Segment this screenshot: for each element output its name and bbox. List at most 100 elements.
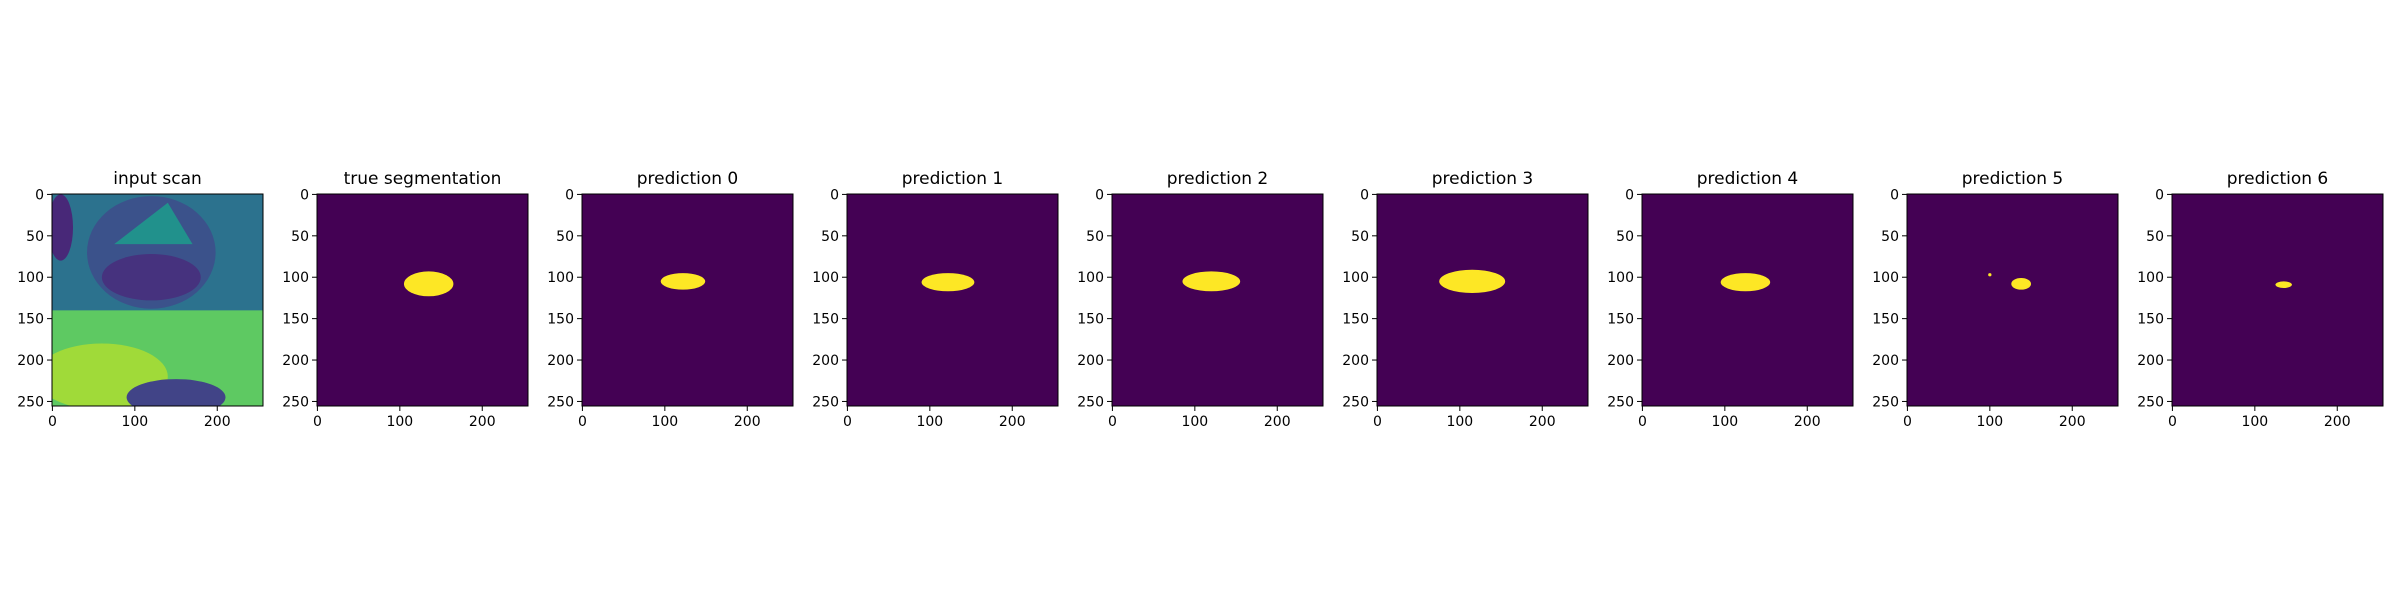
- y-tick-label: 50: [1881, 229, 1899, 245]
- y-tick-label: 200: [282, 353, 309, 369]
- mask-region: [1182, 271, 1241, 292]
- mask-bg: [847, 194, 1058, 406]
- panel-title: prediction 2: [1167, 169, 1269, 189]
- scan-lower: [52, 310, 263, 406]
- scan-left: [52, 194, 74, 261]
- y-tick-label: 100: [282, 270, 309, 286]
- y-tick-label: 0: [35, 187, 44, 203]
- y-tick-label: 250: [1607, 394, 1634, 410]
- y-tick-label: 0: [1625, 187, 1634, 203]
- y-tick-label: 100: [1872, 270, 1899, 286]
- axes-frame: [51, 193, 264, 407]
- image: [1642, 194, 1853, 406]
- y-tick-label: 200: [1607, 353, 1634, 369]
- x-tick-label: 0: [1903, 414, 1912, 430]
- y-tick-label: 150: [1607, 312, 1634, 328]
- mask-region: [403, 271, 454, 297]
- y-tick-label: 50: [1351, 229, 1369, 245]
- x-tick-label: 0: [48, 414, 57, 430]
- y-tick-label: 200: [2137, 353, 2164, 369]
- panel-title: prediction 3: [1432, 169, 1534, 189]
- y-tick-label: 200: [1077, 353, 1104, 369]
- y-tick-label: 250: [282, 394, 309, 410]
- y-tick-label: 100: [2137, 270, 2164, 286]
- mask-region: [1439, 269, 1506, 293]
- mask-bg: [1642, 194, 1853, 406]
- x-tick-label: 0: [1638, 414, 1647, 430]
- x-tick-label: 0: [2168, 414, 2177, 430]
- mask-bg: [582, 194, 793, 406]
- y-tick-label: 100: [1607, 270, 1634, 286]
- y-tick-label: 250: [1872, 394, 1899, 410]
- y-tick-label: 50: [2146, 229, 2164, 245]
- axes-frame: [2171, 193, 2384, 407]
- axes-frame: [1376, 193, 1589, 407]
- y-tick-label: 150: [2137, 312, 2164, 328]
- axes-frame: [1641, 193, 1854, 407]
- y-tick-label: 100: [1342, 270, 1369, 286]
- mask-bg: [1377, 194, 1588, 406]
- scan-organ-dark: [101, 254, 201, 301]
- x-tick-label: 100: [651, 414, 678, 430]
- y-tick-label: 250: [17, 394, 44, 410]
- mask-bg: [1112, 194, 1323, 406]
- y-tick-label: 150: [1872, 312, 1899, 328]
- mask-bg: [1907, 194, 2118, 406]
- x-tick-label: 200: [204, 414, 231, 430]
- y-tick-label: 0: [300, 187, 309, 203]
- y-tick-label: 150: [1077, 312, 1104, 328]
- panel-title: true segmentation: [344, 169, 502, 189]
- axes-frame: [316, 193, 529, 407]
- mask-region: [1988, 273, 1992, 277]
- y-tick-label: 50: [556, 229, 574, 245]
- panel-title: prediction 6: [2227, 169, 2329, 189]
- mask-region: [2275, 281, 2292, 288]
- y-tick-label: 250: [547, 394, 574, 410]
- mask-bg: [317, 194, 528, 406]
- image: [317, 194, 528, 406]
- x-tick-label: 200: [1264, 414, 1291, 430]
- x-tick-label: 0: [313, 414, 322, 430]
- y-tick-label: 100: [17, 270, 44, 286]
- image: [1907, 194, 2118, 406]
- axes-frame: [1906, 193, 2119, 407]
- y-tick-label: 0: [1360, 187, 1369, 203]
- x-tick-label: 200: [2324, 414, 2351, 430]
- y-tick-label: 100: [547, 270, 574, 286]
- x-tick-label: 100: [1711, 414, 1738, 430]
- x-tick-label: 100: [916, 414, 943, 430]
- panel-title: prediction 1: [902, 169, 1004, 189]
- image: [52, 194, 263, 406]
- mask-region: [2011, 278, 2032, 290]
- image: [2172, 194, 2383, 406]
- y-tick-label: 250: [2137, 394, 2164, 410]
- x-tick-label: 0: [578, 414, 587, 430]
- image: [1377, 194, 1588, 406]
- y-tick-label: 50: [1616, 229, 1634, 245]
- y-tick-label: 0: [1095, 187, 1104, 203]
- scan-triangle: [114, 202, 193, 245]
- x-tick-label: 0: [843, 414, 852, 430]
- axes-frame: [581, 193, 794, 407]
- axes-frame: [1111, 193, 1324, 407]
- x-tick-label: 100: [2241, 414, 2268, 430]
- image: [847, 194, 1058, 406]
- x-tick-label: 200: [2059, 414, 2086, 430]
- y-tick-label: 0: [1890, 187, 1899, 203]
- panel-title: prediction 4: [1697, 169, 1799, 189]
- y-tick-label: 100: [1077, 270, 1104, 286]
- image: [582, 194, 793, 406]
- y-tick-label: 0: [565, 187, 574, 203]
- x-tick-label: 100: [1446, 414, 1473, 430]
- y-tick-label: 0: [2155, 187, 2164, 203]
- x-tick-label: 200: [734, 414, 761, 430]
- mask-region: [1720, 273, 1771, 292]
- panel-title: prediction 5: [1962, 169, 2064, 189]
- y-tick-label: 50: [1086, 229, 1104, 245]
- y-tick-label: 250: [1342, 394, 1369, 410]
- panel-title: prediction 0: [637, 169, 739, 189]
- y-tick-label: 200: [812, 353, 839, 369]
- x-tick-label: 200: [1794, 414, 1821, 430]
- y-tick-label: 100: [812, 270, 839, 286]
